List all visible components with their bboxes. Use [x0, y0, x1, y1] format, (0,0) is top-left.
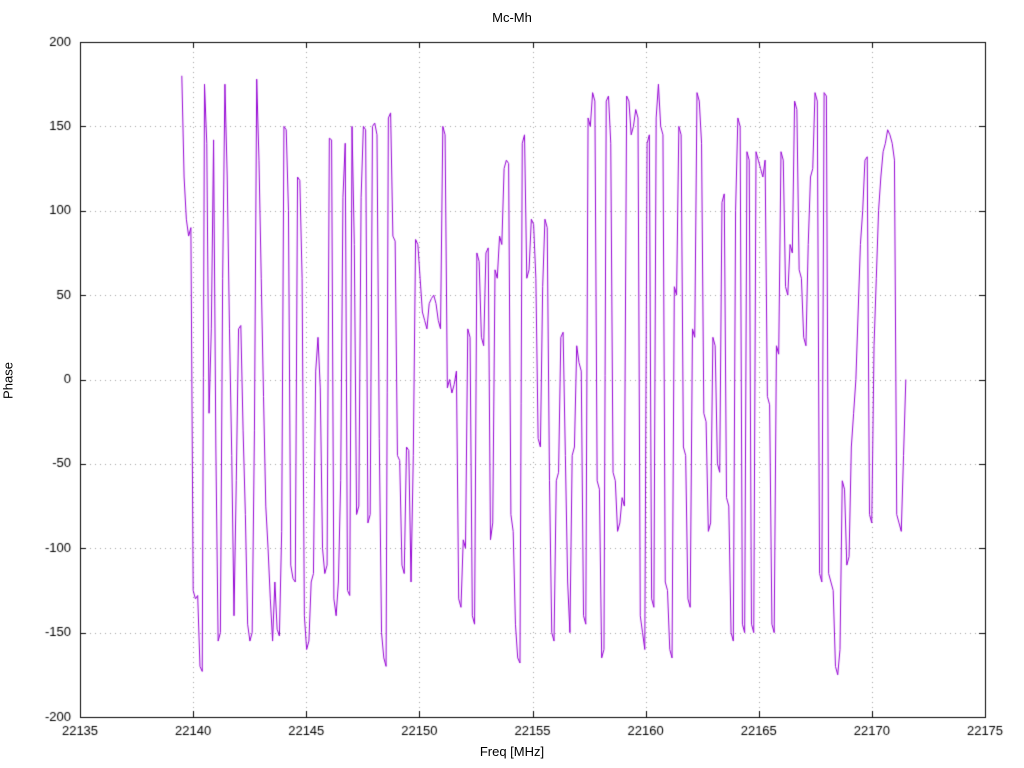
phase-plot-figure: Mc-Mh Phase Freq [MHz] [0, 0, 1024, 768]
phase-plot-canvas [0, 0, 1024, 768]
